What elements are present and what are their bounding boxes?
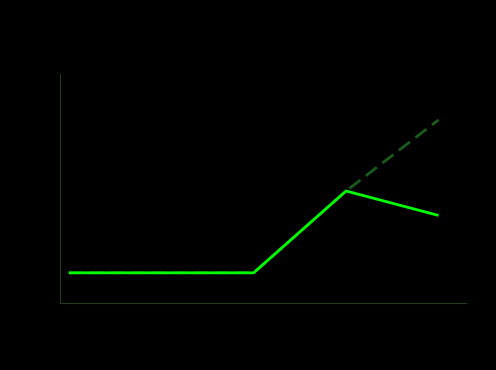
Legend: Budget 2023, Budget 2022: Budget 2023, Budget 2022 [60, 0, 141, 3]
